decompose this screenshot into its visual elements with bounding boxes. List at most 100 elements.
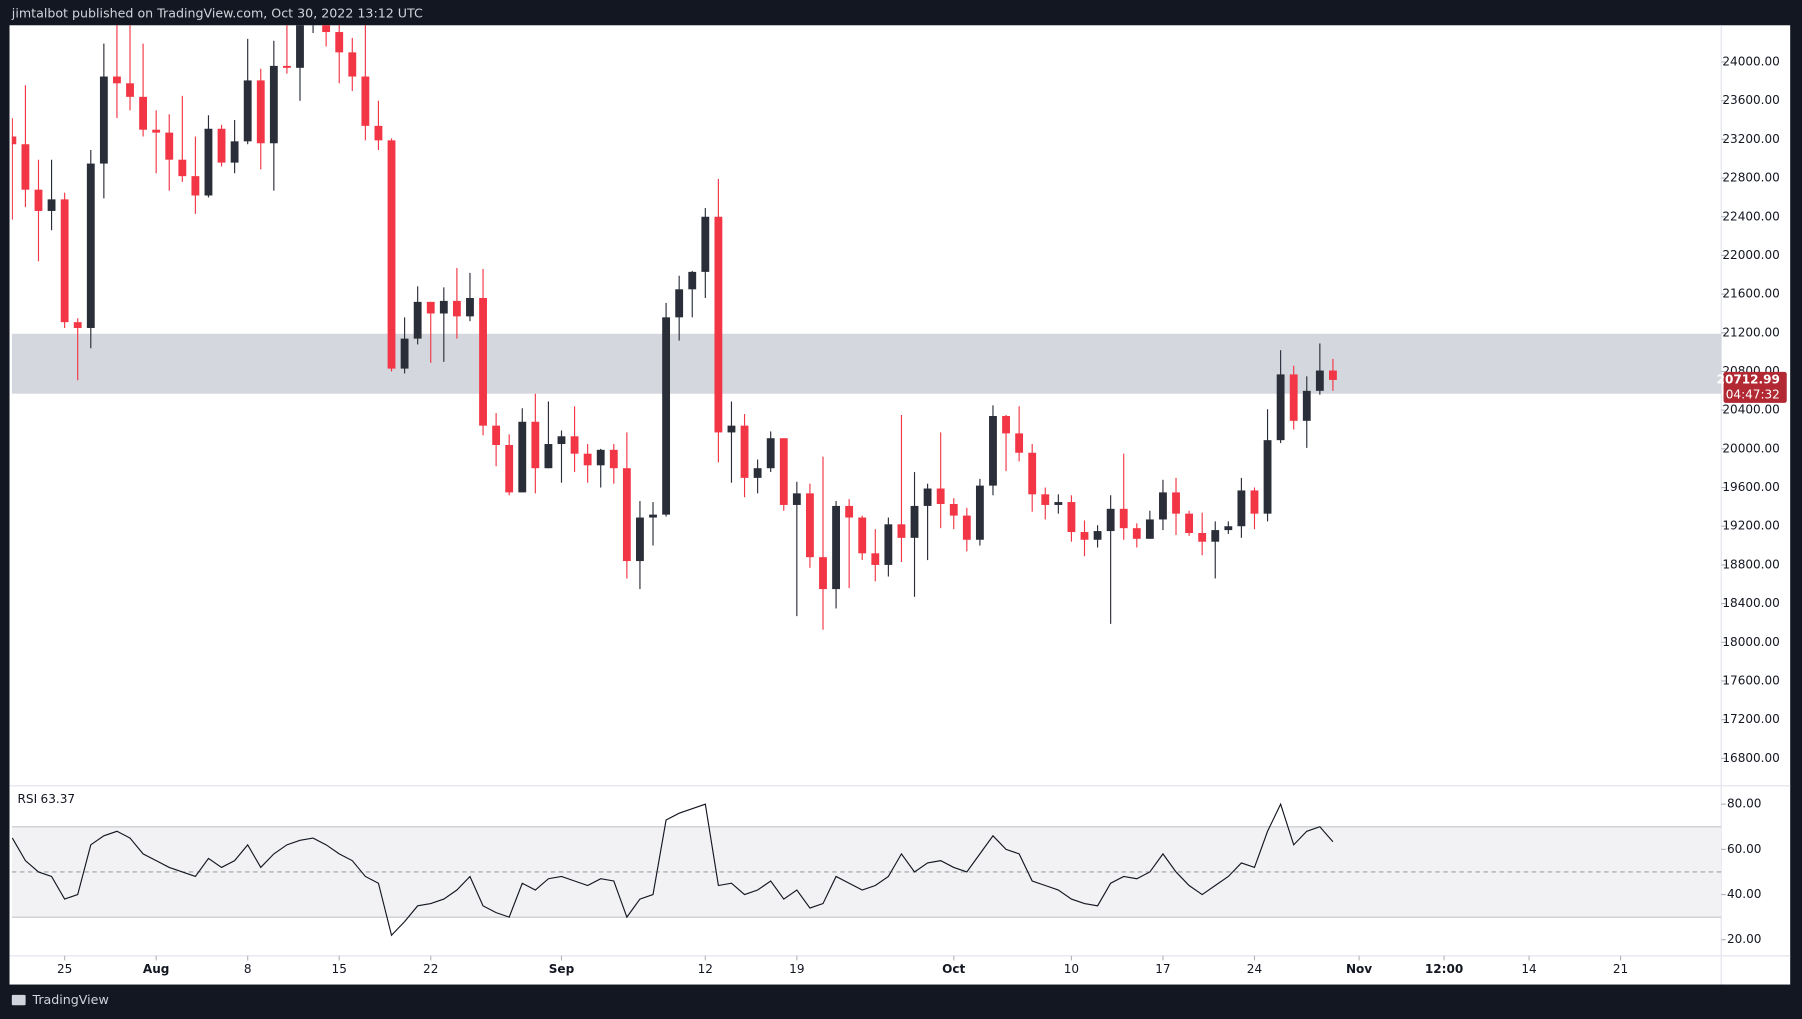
- candle-body: [949, 503, 958, 516]
- candle-body: [269, 65, 278, 144]
- candle-body: [544, 444, 553, 469]
- brand: TradingView: [11, 992, 109, 1007]
- candle-body: [126, 83, 134, 97]
- x-tick-label: Nov: [1346, 962, 1372, 976]
- candle-body: [479, 297, 487, 426]
- candle-body: [1315, 370, 1324, 391]
- candle-body: [1224, 526, 1233, 531]
- price-pane: [11, 25, 1722, 630]
- candle-body: [1329, 370, 1337, 380]
- candle-body: [975, 485, 984, 540]
- y-tick-label: 21200.00: [1722, 325, 1779, 339]
- candle-body: [805, 493, 814, 558]
- candle-body: [675, 289, 684, 318]
- candle-body: [688, 271, 697, 290]
- candle-body: [1302, 390, 1311, 421]
- candle-body: [1054, 502, 1063, 505]
- y-tick-label: 24000.00: [1722, 55, 1779, 69]
- y-tick-label: 17200.00: [1722, 712, 1779, 726]
- candle-body: [178, 159, 187, 177]
- candle-body: [858, 517, 867, 554]
- y-tick-label: 80.00: [1727, 797, 1762, 811]
- candle-body: [884, 524, 893, 565]
- candle-body: [217, 128, 226, 163]
- x-tick-label: 10: [1064, 962, 1079, 976]
- candle-body: [492, 425, 501, 445]
- candle-body: [73, 322, 82, 328]
- chart-area: [9, 25, 1791, 985]
- candle-body: [387, 140, 396, 369]
- x-tick-label: 19: [789, 962, 804, 976]
- candle-body: [452, 300, 461, 317]
- candle-body: [243, 80, 252, 142]
- y-tick-label: 18000.00: [1722, 635, 1779, 649]
- candle-body: [34, 189, 43, 211]
- candle-body: [531, 421, 540, 469]
- rsi-line: [11, 802, 1334, 937]
- candle-body: [649, 514, 657, 518]
- candle-body: [1159, 492, 1167, 520]
- y-tick-label: 23600.00: [1722, 93, 1779, 107]
- candle-body: [1106, 508, 1115, 532]
- candle-body: [845, 505, 854, 518]
- candle-body: [936, 488, 945, 504]
- candle-body: [1211, 530, 1220, 542]
- candle-body: [727, 425, 736, 433]
- brand-icon: [11, 994, 26, 1006]
- last-price-box: [1723, 371, 1787, 403]
- candle-body: [596, 449, 605, 466]
- candle-body: [86, 163, 95, 328]
- candle-body: [296, 25, 304, 68]
- candle-body: [1263, 440, 1272, 514]
- y-tick-label: 22400.00: [1722, 209, 1779, 223]
- x-tick-label: 17: [1155, 962, 1170, 976]
- candle-body: [505, 444, 514, 493]
- x-tick-label: Aug: [143, 962, 170, 976]
- candle-body: [204, 128, 213, 196]
- candle-body: [60, 199, 69, 323]
- candle-body: [740, 425, 749, 478]
- candle-body: [348, 52, 357, 77]
- candle-body: [1185, 513, 1194, 534]
- candle-body: [1198, 533, 1207, 542]
- candle-body: [1002, 415, 1010, 434]
- candle-body: [636, 517, 644, 562]
- y-tick-label: 20400.00: [1722, 403, 1779, 417]
- x-tick-label: 12:00: [1425, 962, 1463, 976]
- candle-body: [1093, 531, 1102, 540]
- candle-body: [99, 76, 108, 164]
- x-tick-label: Sep: [549, 962, 575, 976]
- candle-body: [1080, 532, 1089, 540]
- rsi-pane: [11, 802, 1722, 937]
- candle-body: [753, 468, 762, 478]
- x-tick-label: 8: [244, 962, 252, 976]
- candle-body: [1276, 374, 1285, 441]
- candle-body: [583, 453, 592, 466]
- candle-body: [282, 65, 291, 68]
- candle-body: [609, 449, 618, 469]
- x-tick-label: 15: [332, 962, 347, 976]
- candle-body: [1132, 528, 1141, 539]
- y-tick-label: 16800.00: [1722, 751, 1779, 765]
- candle-body: [113, 76, 121, 84]
- candle-body: [256, 80, 265, 144]
- candle-body: [1289, 374, 1298, 421]
- y-tick-label: 17600.00: [1722, 673, 1779, 687]
- rsi-title: RSI: [18, 792, 38, 806]
- price-zone: [11, 333, 1722, 394]
- candle-body: [361, 76, 370, 126]
- candle-body: [47, 199, 56, 211]
- candle-body: [400, 338, 409, 369]
- x-tick-label: 14: [1521, 962, 1536, 976]
- y-tick-label: 18800.00: [1722, 557, 1779, 571]
- candle-body: [165, 132, 174, 160]
- candle-body: [622, 468, 631, 562]
- candle-body: [11, 136, 17, 145]
- candle-body: [439, 300, 448, 314]
- candle-body: [701, 216, 710, 272]
- x-tick-label: 24: [1247, 962, 1262, 976]
- candle-body: [1028, 452, 1037, 495]
- candle-body: [792, 493, 801, 505]
- candle-body: [191, 176, 200, 196]
